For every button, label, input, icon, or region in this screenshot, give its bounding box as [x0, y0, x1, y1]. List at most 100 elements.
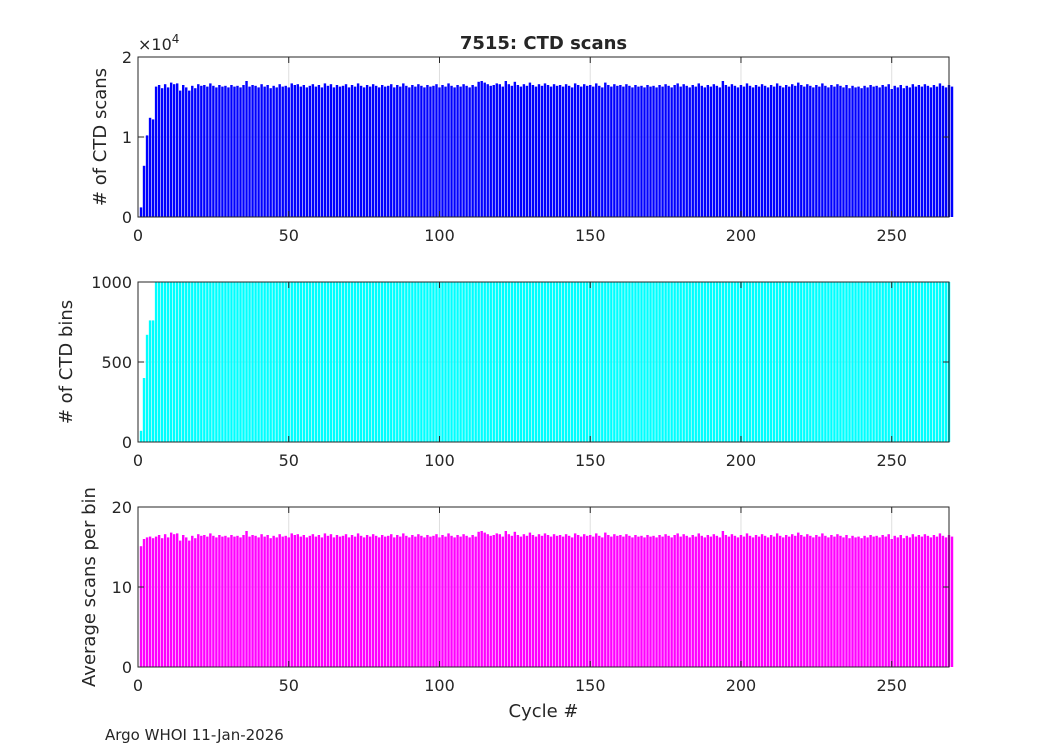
bar [326, 282, 330, 442]
bar [263, 86, 266, 217]
bar [381, 282, 384, 442]
bar [275, 87, 278, 218]
bar [462, 282, 465, 442]
bar [926, 535, 930, 667]
bar [329, 282, 333, 442]
bar [938, 83, 942, 218]
bar [275, 282, 278, 442]
bar [794, 85, 797, 217]
bar [848, 282, 851, 442]
x-tick-label: 0 [133, 226, 143, 245]
bar [151, 119, 155, 217]
bar [239, 537, 242, 667]
bar [417, 84, 420, 217]
bar [534, 282, 538, 442]
bar [911, 84, 915, 217]
bar [812, 282, 815, 442]
bar [296, 282, 299, 442]
bar [314, 86, 318, 217]
bar [305, 282, 309, 442]
bar [809, 282, 812, 442]
bar [332, 282, 336, 442]
bar [619, 85, 622, 217]
bar [356, 282, 360, 442]
bar [338, 86, 342, 217]
bar [652, 535, 655, 667]
bar [818, 536, 821, 667]
bar [887, 84, 890, 217]
bar [703, 537, 706, 667]
bar [800, 535, 803, 667]
y-tick-label: 500 [101, 353, 132, 372]
bar [148, 536, 152, 667]
bar [570, 537, 574, 667]
bar [254, 85, 257, 217]
bar [284, 535, 287, 667]
bar [492, 535, 495, 667]
bar [540, 85, 544, 217]
bar [643, 87, 646, 218]
bar [570, 282, 574, 442]
bar [504, 282, 508, 442]
bar [377, 87, 381, 218]
x-tick-label: 100 [424, 451, 455, 470]
bar [769, 85, 773, 217]
bar [860, 538, 863, 667]
bar [625, 534, 628, 667]
bar [836, 534, 839, 667]
bar [751, 282, 755, 442]
bar [179, 90, 182, 217]
bar [685, 85, 688, 217]
x-axis-label: Cycle # [509, 701, 579, 722]
bar [586, 282, 589, 442]
bar [902, 538, 905, 667]
bar [601, 87, 604, 218]
bar [462, 534, 465, 667]
bar [356, 83, 360, 218]
bar [857, 536, 860, 667]
x-tick-label: 150 [575, 226, 606, 245]
bar [353, 86, 357, 217]
bar [254, 535, 257, 667]
bar [160, 538, 164, 667]
bar [682, 282, 685, 442]
bar [495, 83, 498, 218]
bar [941, 535, 945, 667]
bar [495, 282, 498, 442]
bar [435, 282, 438, 442]
bar [700, 282, 703, 442]
bar [676, 533, 679, 667]
bar [257, 537, 260, 667]
bar [175, 282, 179, 442]
bar [941, 85, 945, 217]
bar [573, 282, 577, 442]
bar [269, 88, 272, 217]
bar [221, 86, 224, 217]
bar [634, 535, 637, 667]
bar [908, 282, 912, 442]
x-tick-label: 200 [726, 226, 757, 245]
bar [414, 536, 417, 667]
bar [323, 282, 327, 442]
bar [486, 534, 489, 667]
bar [766, 282, 770, 442]
bar [465, 282, 468, 442]
bar [293, 282, 296, 442]
bar [634, 85, 637, 217]
bar [878, 537, 881, 667]
bar [510, 535, 514, 667]
bar [604, 532, 607, 667]
bar [724, 282, 728, 442]
bar [182, 535, 185, 667]
bar [932, 535, 936, 667]
bar [302, 85, 306, 217]
bar [362, 537, 366, 667]
bar [552, 534, 556, 667]
x-tick-label: 250 [876, 676, 907, 695]
bar [667, 535, 670, 667]
bar [872, 536, 875, 667]
bar [932, 85, 936, 217]
bar [447, 83, 450, 218]
bar [742, 282, 746, 442]
bar [872, 282, 875, 442]
